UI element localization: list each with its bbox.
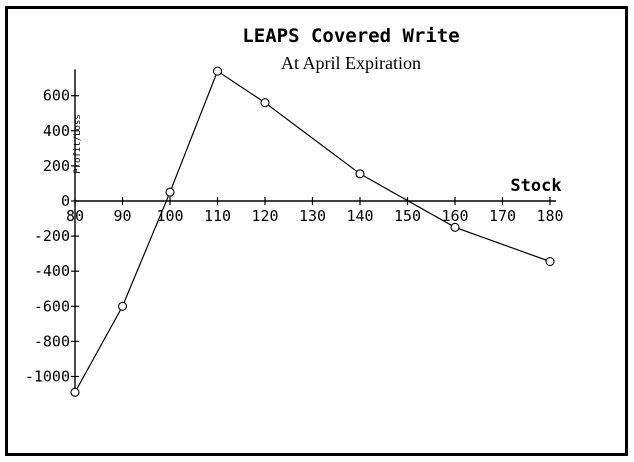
x-axis-label: Stock — [510, 176, 561, 196]
x-tick-label: 100 — [156, 207, 183, 225]
y-tick-label: -200 — [34, 227, 70, 245]
y-tick-label: 200 — [43, 157, 70, 175]
data-point-marker — [545, 256, 555, 267]
x-tick-label: 180 — [536, 207, 563, 225]
x-tick-label: 160 — [441, 207, 468, 225]
x-tick-label: 140 — [346, 207, 373, 225]
y-tick-label: 600 — [43, 87, 70, 105]
axes — [74, 69, 556, 395]
y-tick-label: -600 — [34, 297, 70, 315]
x-tick-label: 110 — [204, 207, 231, 225]
y-tick-label: 0 — [61, 192, 70, 210]
x-tick-label: 130 — [299, 207, 326, 225]
tick-marks — [71, 95, 551, 378]
y-tick-label: -800 — [34, 332, 70, 350]
data-point-marker — [70, 387, 80, 397]
y-axis-label: Profit/Loss — [73, 114, 83, 174]
x-tick-label: 90 — [113, 207, 131, 225]
data-point-marker — [355, 169, 365, 179]
y-tick-label: 400 — [43, 122, 70, 140]
data-point-marker — [450, 222, 460, 232]
series-group — [70, 66, 555, 397]
x-tick-label: 170 — [489, 207, 516, 225]
chart-title: LEAPS Covered Write — [242, 25, 459, 47]
x-tick-label: 120 — [251, 207, 278, 225]
tick-labels: 80 90 100 110 120 130 140 150 160 170 180 600 400 200… — [25, 87, 564, 386]
series-line — [74, 70, 551, 393]
data-point-marker — [260, 98, 270, 108]
x-tick-label: 150 — [394, 207, 421, 225]
data-point-marker — [117, 301, 128, 311]
y-tick-label: -1000 — [25, 368, 70, 386]
data-point-marker — [212, 66, 223, 76]
data-point-marker — [165, 187, 175, 197]
chart-frame — [5, 6, 628, 456]
x-tick-label: 80 — [66, 207, 84, 225]
chart-subtitle: At April Expiration — [281, 53, 421, 73]
y-tick-label: -400 — [34, 262, 70, 280]
